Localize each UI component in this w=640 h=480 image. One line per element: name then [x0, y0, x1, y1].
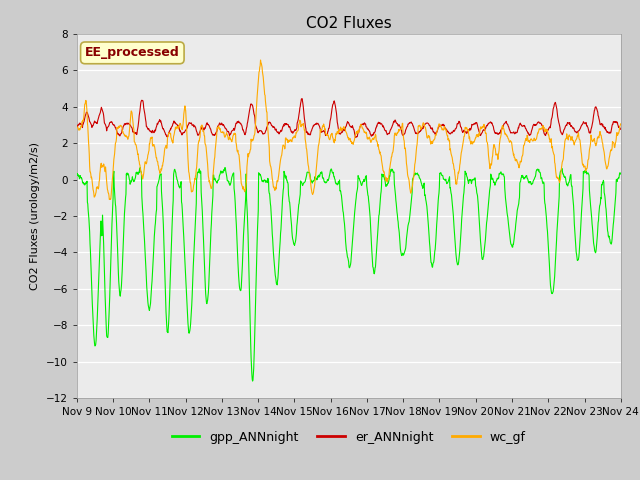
Legend: gpp_ANNnight, er_ANNnight, wc_gf: gpp_ANNnight, er_ANNnight, wc_gf — [167, 426, 531, 449]
Text: EE_processed: EE_processed — [85, 47, 180, 60]
Title: CO2 Fluxes: CO2 Fluxes — [306, 16, 392, 31]
Y-axis label: CO2 Fluxes (urology/m2/s): CO2 Fluxes (urology/m2/s) — [30, 142, 40, 290]
